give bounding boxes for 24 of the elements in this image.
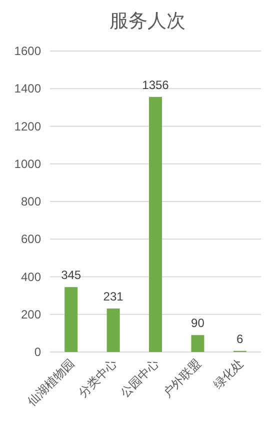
y-tick-label: 200 <box>20 307 42 322</box>
x-tick-label: 分类中心 <box>76 356 120 400</box>
y-tick-label: 1000 <box>14 156 42 171</box>
data-label: 1356 <box>142 78 170 92</box>
data-label: 6 <box>236 332 244 346</box>
y-tick-label: 400 <box>20 270 42 284</box>
chart-title: 服务人次 <box>110 11 186 32</box>
y-tick-label: 1200 <box>14 119 42 134</box>
data-label: 90 <box>191 316 205 330</box>
y-tick-label: 600 <box>20 232 42 246</box>
bar <box>106 308 120 352</box>
bar <box>64 287 78 352</box>
y-tick-label: 0 <box>34 345 42 359</box>
y-tick-label: 800 <box>20 194 42 208</box>
bar <box>149 96 162 352</box>
x-tick-label: 户外联盟 <box>160 356 204 400</box>
bar <box>191 335 204 352</box>
x-tick-label: 公园中心 <box>118 356 162 400</box>
data-label: 345 <box>61 268 82 282</box>
x-tick-label: 仙湖植物园 <box>24 356 78 409</box>
y-tick-label: 1600 <box>14 44 42 58</box>
x-tick-label: 绿化处 <box>210 356 246 392</box>
y-tick-label: 1400 <box>14 82 42 96</box>
data-label: 231 <box>103 290 124 304</box>
